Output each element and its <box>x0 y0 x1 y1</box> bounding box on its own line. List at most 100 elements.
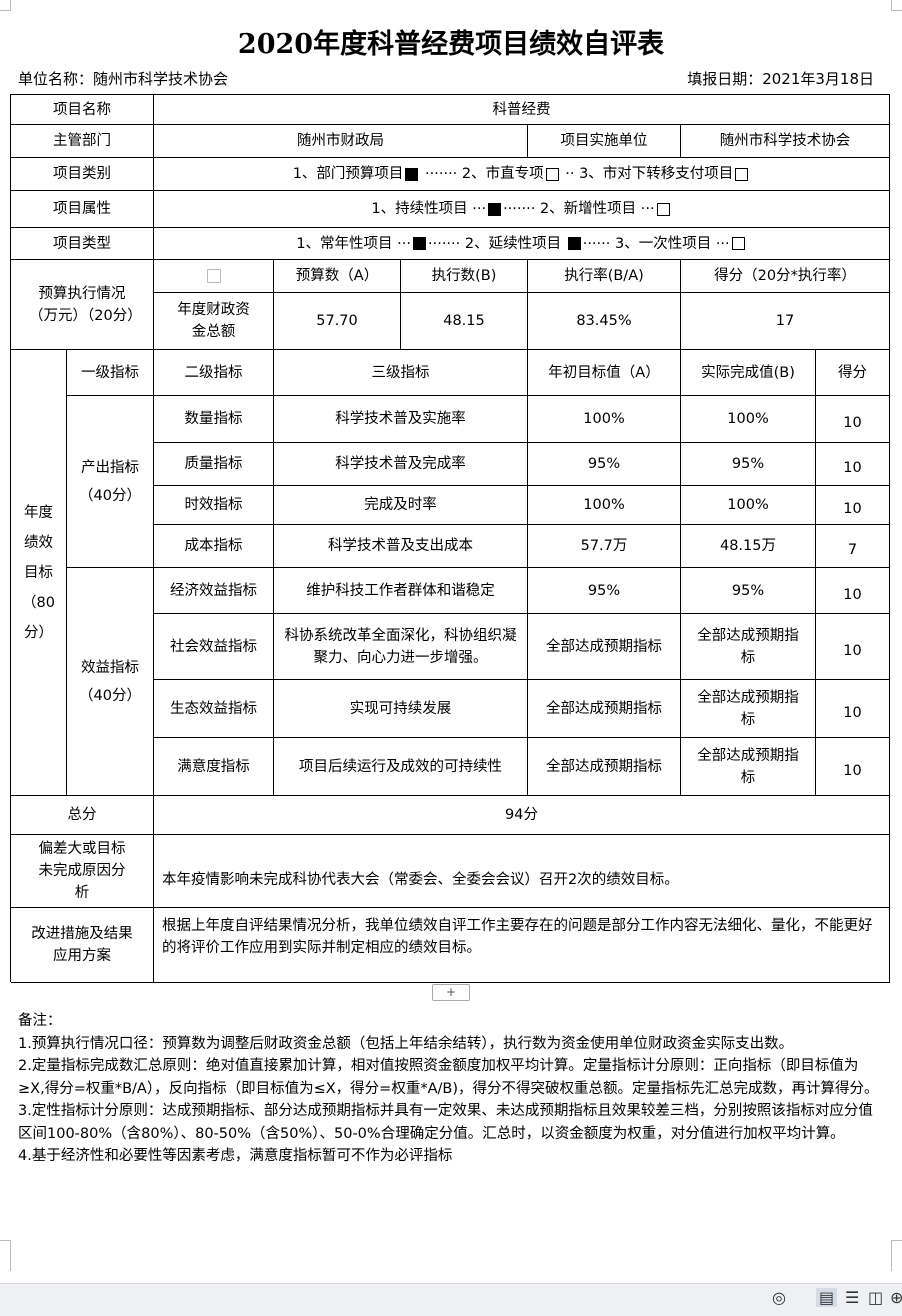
reading-view-icon[interactable]: ◫ <box>868 1288 884 1307</box>
execution-rate: 83.45% <box>528 293 681 350</box>
note-item: 4.基于经济性和必要性等因素考虑，满意度指标暂可不作为必评指标 <box>18 1148 453 1164</box>
checkbox[interactable] <box>206 269 221 283</box>
goal-level2: 经济效益指标 <box>154 568 274 614</box>
goal-level3: 科学技术普及实施率 <box>274 396 528 443</box>
option-label: 2、延续性项目 <box>464 235 562 252</box>
outline-view-icon[interactable]: ☰ <box>845 1288 860 1307</box>
goal-score: 10 <box>816 680 890 738</box>
cell-label: 改进措施及结果应用方案 <box>11 908 154 983</box>
goal-score: 10 <box>816 738 890 796</box>
budget-label: 预算执行情况（万元）（20分） <box>11 260 154 350</box>
goal-score: 7 <box>816 525 890 568</box>
benefit-indicator-label: 效益指标（40分） <box>67 568 154 796</box>
cell-label: 总分 <box>11 796 154 835</box>
improvement-plan: 根据上年度自评结果情况分析，我单位绩效自评工作主要存在的问题是部分工作内容无法细… <box>154 908 890 983</box>
goal-target: 57.7万 <box>528 525 681 568</box>
web-view-icon[interactable]: ⊕ <box>890 1288 902 1307</box>
budget-row-label: 年度财政资金总额 <box>154 293 274 350</box>
page-view-icon[interactable]: ▤ <box>816 1288 838 1307</box>
header-cell: 执行率(B/A) <box>528 260 681 293</box>
header-cell: 得分（20分*执行率） <box>681 260 890 293</box>
goal-score: 10 <box>816 614 890 680</box>
goal-target: 95% <box>528 568 681 614</box>
goal-target: 100% <box>528 396 681 443</box>
option-label: 3、市对下转移支付项目 <box>579 166 734 182</box>
option-label: 1、常年性项目 <box>296 235 393 252</box>
attribute-options: 1、持续性项目 ··· ······· 2、新增性项目 ··· <box>154 191 890 228</box>
cell-label: 项目类型 <box>11 228 154 260</box>
goal-actual: 全部达成预期指标 <box>681 738 816 796</box>
goal-actual: 全部达成预期指标 <box>681 680 816 738</box>
option-label: 2、新增性项目 <box>539 201 637 217</box>
checkbox[interactable] <box>545 167 559 181</box>
dept-value: 随州市财政局 <box>154 125 528 158</box>
goal-target: 全部达成预期指标 <box>528 680 681 738</box>
checkbox[interactable] <box>656 202 670 216</box>
goal-target: 95% <box>528 443 681 486</box>
checkbox-checked[interactable] <box>413 237 426 250</box>
header-cell: 执行数(B) <box>401 260 528 293</box>
unit-name: 单位名称：随州市科学技术协会 <box>18 70 229 88</box>
cell-label: 偏差大或目标未完成原因分析 <box>11 835 154 908</box>
page-corner-mark <box>0 0 11 11</box>
evaluation-table: 项目名称 科普经费 主管部门 随州市财政局 项目实施单位 随州市科学技术协会 项… <box>10 94 890 983</box>
page-corner-mark <box>891 1240 902 1271</box>
cell-label: 项目类别 <box>11 158 154 191</box>
goal-target: 100% <box>528 486 681 525</box>
checkbox[interactable] <box>731 237 745 250</box>
goal-level3: 完成及时率 <box>274 486 528 525</box>
goal-level2: 质量指标 <box>154 443 274 486</box>
notes: 备注： 1.预算执行情况口径：预算数为调整后财政资金总额（包括上年结余结转），执… <box>18 1010 884 1168</box>
eye-protection-icon[interactable]: ◎ <box>772 1288 786 1307</box>
header-cell: 年初目标值（A） <box>528 350 681 396</box>
option-label: 1、持续性项目 <box>371 201 468 217</box>
add-row-button[interactable]: + <box>432 984 470 1001</box>
header-cell: 预算数（A） <box>274 260 401 293</box>
goal-actual: 全部达成预期指标 <box>681 614 816 680</box>
option-label: 1、部门预算项目 <box>292 166 404 182</box>
empty-cell <box>154 260 274 293</box>
goal-score: 10 <box>816 396 890 443</box>
total-score: 94分 <box>154 796 890 835</box>
goal-level2: 数量指标 <box>154 396 274 443</box>
header-cell: 实际完成值(B) <box>681 350 816 396</box>
fill-date: 填报日期：2021年3月18日 <box>687 70 874 88</box>
goal-target: 全部达成预期指标 <box>528 614 681 680</box>
note-item: 1.预算执行情况口径：预算数为调整后财政资金总额（包括上年结余结转），执行数为资… <box>18 1035 794 1052</box>
goal-level2: 生态效益指标 <box>154 680 274 738</box>
goal-level3: 项目后续运行及成效的可持续性 <box>274 738 528 796</box>
category-options: 1、部门预算项目 ······· 2、市直专项 ·· 3、市对下转移支付项目 <box>154 158 890 191</box>
goal-target: 全部达成预期指标 <box>528 738 681 796</box>
checkbox-checked[interactable] <box>488 202 502 216</box>
option-label: 3、一次性项目 <box>614 235 712 252</box>
header-cell: 三级指标 <box>274 350 528 396</box>
cell-label: 项目属性 <box>11 191 154 228</box>
goals-label: 年度绩效目标（80分） <box>11 350 67 796</box>
checkbox-checked[interactable] <box>405 167 419 181</box>
cell-label: 项目实施单位 <box>528 125 681 158</box>
notes-heading: 备注： <box>18 1013 62 1029</box>
cell-label: 项目名称 <box>11 95 154 125</box>
goal-score: 10 <box>816 443 890 486</box>
impl-value: 随州市科学技术协会 <box>681 125 890 158</box>
project-name: 科普经费 <box>154 95 890 125</box>
goal-score: 10 <box>816 568 890 614</box>
page-corner-mark <box>0 1240 11 1271</box>
goal-actual: 95% <box>681 568 816 614</box>
status-bar <box>0 1283 902 1316</box>
option-label: 2、市直专项 <box>461 166 544 182</box>
header-cell: 一级指标 <box>67 350 154 396</box>
goal-level3: 科学技术普及支出成本 <box>274 525 528 568</box>
goal-level3: 维护科技工作者群体和谐稳定 <box>274 568 528 614</box>
page-title: 2020年度科普经费项目绩效自评表 <box>237 29 665 60</box>
checkbox-checked[interactable] <box>567 237 581 250</box>
note-item: 2.定量指标完成数汇总原则：绝对值直接累加计算，相对值按照资金额度加权平均计算。… <box>18 1058 879 1097</box>
goal-actual: 95% <box>681 443 816 486</box>
goal-level2: 成本指标 <box>154 525 274 568</box>
budget-score: 17 <box>681 293 890 350</box>
note-item: 3.定性指标计分原则：达成预期指标、部分达成预期指标并具有一定效果、未达成预期指… <box>18 1103 873 1142</box>
header-cell: 二级指标 <box>154 350 274 396</box>
checkbox[interactable] <box>735 167 749 181</box>
type-options: 1、常年性项目 ··· ······· 2、延续性项目 ······ 3、一次性项… <box>154 228 890 260</box>
goal-level3: 实现可持续发展 <box>274 680 528 738</box>
